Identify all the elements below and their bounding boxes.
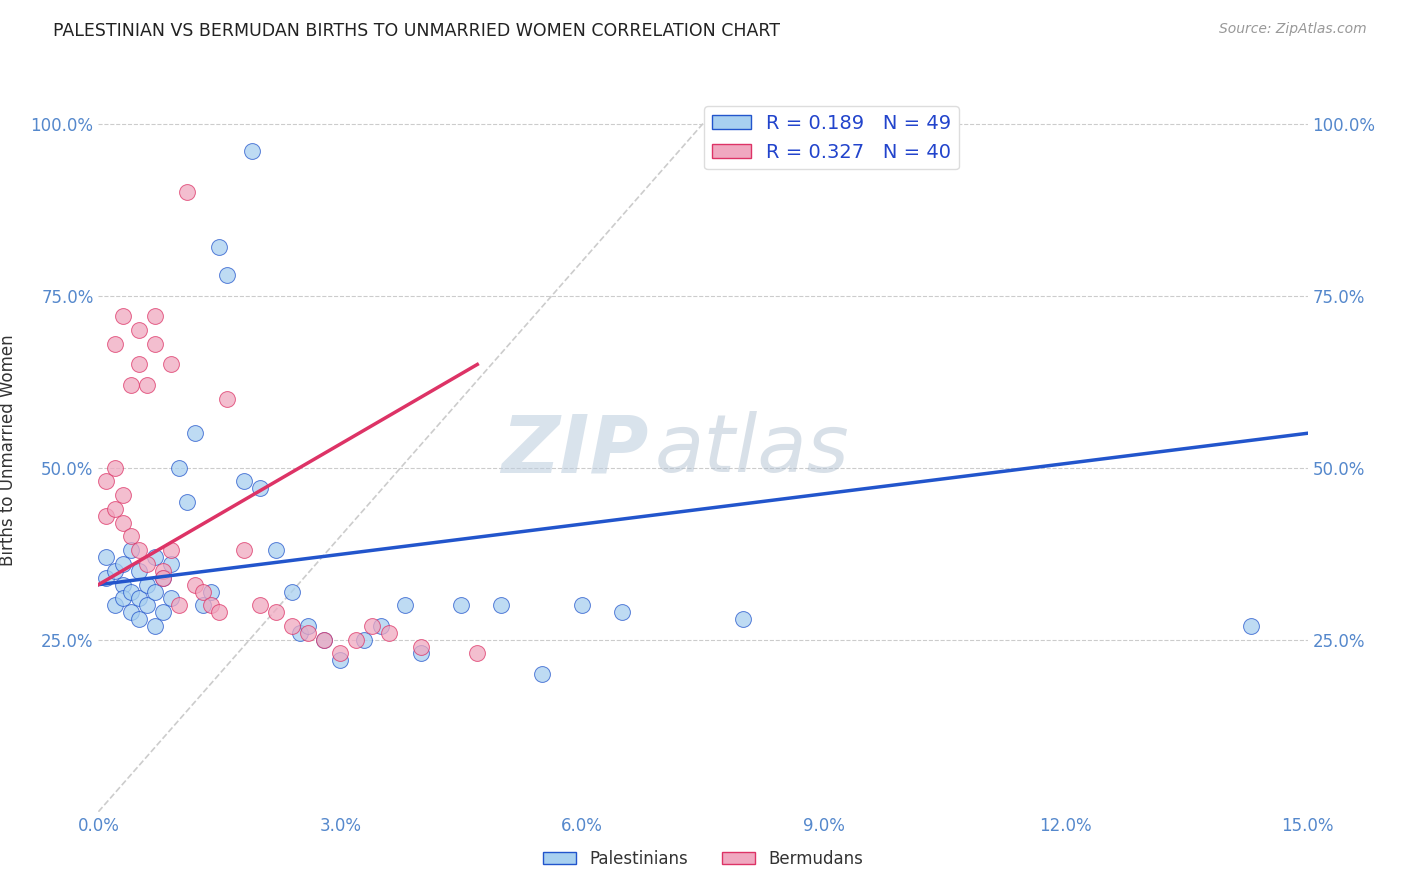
Point [120, 605, 142, 619]
Point [450, 599, 472, 613]
Point [111, 557, 134, 571]
Point [120, 584, 142, 599]
Point [135, 378, 157, 392]
Text: ZIP: ZIP [501, 411, 648, 490]
Point [143, 310, 166, 324]
Point [733, 612, 755, 626]
Point [288, 625, 311, 640]
Point [409, 647, 432, 661]
Point [377, 625, 399, 640]
Point [120, 529, 142, 543]
Point [167, 599, 190, 613]
Point [152, 571, 174, 585]
Point [208, 240, 231, 254]
Point [103, 460, 125, 475]
Point [297, 619, 319, 633]
Point [143, 336, 166, 351]
Point [176, 495, 198, 509]
Point [160, 358, 183, 372]
Point [128, 358, 150, 372]
Point [491, 599, 513, 613]
Point [128, 323, 150, 337]
Point [128, 591, 150, 606]
Point [160, 543, 183, 558]
Point [111, 516, 134, 530]
Point [143, 584, 166, 599]
Point [571, 599, 593, 613]
Text: Source: ZipAtlas.com: Source: ZipAtlas.com [1219, 22, 1367, 37]
Point [465, 647, 488, 661]
Point [297, 625, 319, 640]
Point [281, 584, 304, 599]
Point [1240, 619, 1263, 633]
Point [249, 599, 271, 613]
Point [264, 605, 287, 619]
Point [361, 619, 384, 633]
Point [143, 550, 166, 565]
Point [152, 605, 174, 619]
Point [128, 612, 150, 626]
Legend: R = 0.189   N = 49, R = 0.327   N = 40: R = 0.189 N = 49, R = 0.327 N = 40 [704, 106, 959, 169]
Point [193, 599, 215, 613]
Point [152, 571, 174, 585]
Point [409, 640, 432, 654]
Point [208, 605, 231, 619]
Point [314, 632, 336, 647]
Point [96, 475, 118, 489]
Point [135, 577, 157, 591]
Point [353, 632, 375, 647]
Point [240, 144, 263, 158]
Point [103, 502, 125, 516]
Point [103, 564, 125, 578]
Point [264, 543, 287, 558]
Point [96, 571, 118, 585]
Point [160, 557, 183, 571]
Point [96, 508, 118, 523]
Point [184, 426, 207, 441]
Point [530, 667, 553, 681]
Y-axis label: Births to Unmarried Women: Births to Unmarried Women [0, 334, 17, 566]
Legend: Palestinians, Bermudans: Palestinians, Bermudans [536, 844, 870, 875]
Point [111, 310, 134, 324]
Point [370, 619, 392, 633]
Point [281, 619, 304, 633]
Point [232, 475, 254, 489]
Text: PALESTINIAN VS BERMUDAN BIRTHS TO UNMARRIED WOMEN CORRELATION CHART: PALESTINIAN VS BERMUDAN BIRTHS TO UNMARR… [53, 22, 780, 40]
Point [193, 584, 215, 599]
Point [314, 632, 336, 647]
Point [152, 564, 174, 578]
Point [217, 392, 239, 406]
Point [120, 543, 142, 558]
Point [232, 543, 254, 558]
Point [143, 619, 166, 633]
Point [111, 591, 134, 606]
Point [111, 577, 134, 591]
Point [200, 584, 222, 599]
Point [612, 605, 634, 619]
Point [217, 268, 239, 282]
Point [120, 378, 142, 392]
Point [167, 460, 190, 475]
Point [96, 550, 118, 565]
Point [103, 336, 125, 351]
Text: atlas: atlas [655, 411, 849, 490]
Point [160, 591, 183, 606]
Point [329, 653, 352, 667]
Point [184, 577, 207, 591]
Point [103, 599, 125, 613]
Point [329, 647, 352, 661]
Point [394, 599, 416, 613]
Point [128, 543, 150, 558]
Point [176, 186, 198, 200]
Point [128, 564, 150, 578]
Point [111, 488, 134, 502]
Point [135, 557, 157, 571]
Point [200, 599, 222, 613]
Point [249, 481, 271, 495]
Point [135, 599, 157, 613]
Point [344, 632, 367, 647]
